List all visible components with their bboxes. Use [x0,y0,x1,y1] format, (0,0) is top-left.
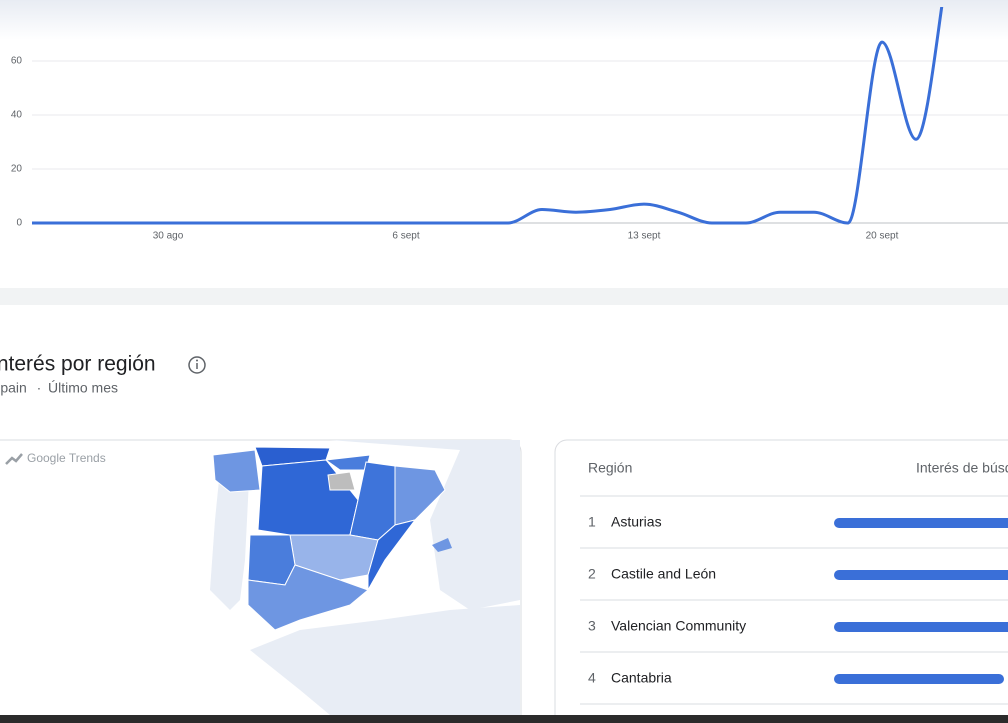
separator: · [37,380,42,396]
y-tick-label: 40 [11,110,23,121]
x-tick-label: 6 sept [392,231,419,242]
map-watermark: Google Trends [27,451,106,465]
interest-bar [834,674,1004,684]
map [210,440,520,715]
trend-line [31,7,944,225]
y-tick-label: 60 [11,56,23,67]
info-icon[interactable] [188,356,206,374]
row-rank: 2 [588,566,596,582]
row-region: Cantabria [611,670,672,686]
top-fade [0,0,1008,40]
row-rank: 4 [588,670,596,686]
y-tick-label: 20 [11,164,23,175]
interest-bar [834,570,1008,580]
row-rank: 1 [588,514,596,530]
section-divider [0,288,1008,305]
y-tick-label: 0 [16,218,22,229]
row-region: Asturias [611,514,662,530]
location: Spain [0,380,27,396]
interest-bar [834,518,1008,528]
period: Último mes [48,380,118,396]
trends-logo [5,453,23,465]
x-tick-label: 30 ago [153,231,184,242]
x-tick-label: 20 sept [866,231,899,242]
interest-bar [834,622,1008,632]
table-header: Interés de búsqueda [916,460,1008,476]
row-region: Valencian Community [611,618,746,634]
taskbar-edge [0,715,1008,723]
x-tick-label: 13 sept [628,231,661,242]
table-rows: 1 Asturias 2 Castile and León 3 Valencian Com… [580,495,1008,705]
section-title: Interés por región [0,353,156,376]
table-header: Región [588,460,632,476]
line-chart: 0 20 40 60 30 ago 6 sept 13 sept 20 sept [11,7,1008,242]
row-rank: 3 [588,618,596,634]
row-region: Castile and León [611,566,716,582]
